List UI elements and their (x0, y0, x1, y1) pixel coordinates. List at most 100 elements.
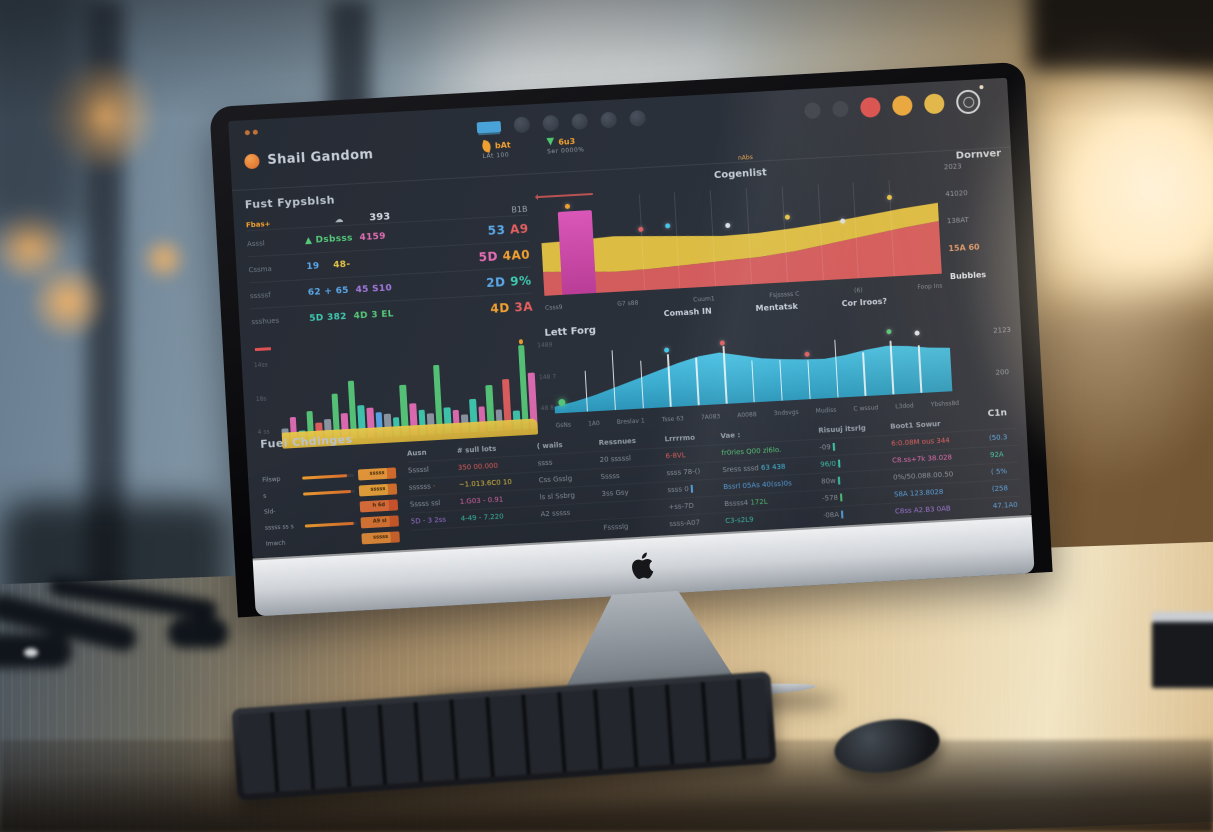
table-cell: ( 5% (991, 466, 1023, 476)
table-cell: (258 (992, 483, 1024, 493)
toolbar-icon-2[interactable] (542, 114, 560, 132)
table-cell: 4-49 - 7.220 (461, 510, 541, 522)
table-cell: ssss (537, 456, 600, 468)
badge-row-label: sssss ss s (264, 522, 294, 532)
orange-badge[interactable]: sssss (361, 530, 400, 544)
cloud-icon: ☁ (334, 214, 344, 225)
toolbar-icon-4[interactable] (600, 111, 618, 129)
axis-tick: C wssud (853, 404, 879, 413)
table-cell: C8ss A2.B3 0AB (895, 502, 993, 516)
text-segment: Bssrl 05As 40(ss)0s (723, 479, 792, 492)
table-cell: C8.ss+7k 38.028 (892, 451, 990, 464)
stats-rows: Asssl ▲ Dsbsss 4159 53 A9 Cssma 19 48- 5D 4A0… (246, 214, 534, 335)
kpi-widgets: bAt LAt 100 ▼ 6u3 Ser 0000% (480, 135, 585, 160)
orange-badge[interactable]: A9 si (360, 514, 400, 528)
stats-tag: Fbas+ (245, 219, 271, 229)
text-segment: Css Gsslg (538, 474, 573, 485)
text-segment: ▍ (840, 493, 846, 502)
table-cell: Sssss ssl (410, 498, 460, 509)
text-segment: Bssss4 (724, 498, 751, 509)
badge-row-label: Imwch (265, 539, 286, 548)
badge-row-label: Sld- (263, 507, 276, 516)
axis-tick: Fsjsssss C (769, 290, 800, 300)
table-cell: ssss 78-() (666, 466, 722, 477)
app-logo-icon[interactable] (244, 153, 260, 170)
axis-tick: 3ndsvgs (773, 408, 799, 418)
chart-tab[interactable]: Comash IN (663, 306, 712, 319)
table-cell: 3ss Gsy (601, 486, 667, 498)
axis-tick: 2023 (943, 162, 962, 172)
text-segment: 9% (509, 273, 532, 289)
text-segment: 3ss Gsy (601, 488, 629, 498)
text-segment: 48- (319, 259, 351, 271)
table-header[interactable]: C1n (987, 408, 1008, 420)
right-axis-labels: 2123 200 (993, 326, 1014, 377)
window-dot[interactable] (923, 93, 945, 115)
window-dot[interactable] (859, 96, 881, 118)
text-segment: 20 sssssl (599, 454, 632, 465)
axis-tick: Ybshss8d (930, 399, 960, 409)
toolbar-icon-5[interactable] (629, 109, 647, 127)
text-segment: Sssss (600, 471, 620, 481)
text-segment: 96/0 (820, 459, 839, 469)
kpi-value: bAt (494, 140, 511, 151)
dashboard-screen: Shail Gandom b (228, 77, 1032, 559)
magenta-bar (557, 210, 597, 295)
table-cell: Fsssslg (603, 520, 669, 532)
table-header[interactable]: # sull lots (456, 444, 497, 455)
text-segment: 4159 (352, 231, 387, 243)
text-segment: 19 (306, 260, 320, 272)
text-segment: ssssss (408, 482, 431, 492)
bar-chart-y-labels: 14ss 18s 4 ss (254, 361, 272, 436)
progress-bar (304, 521, 357, 528)
table-cell: Bssss4 172L (724, 495, 822, 508)
text-segment: 45 S10 (348, 282, 393, 296)
table-cell: ls sl Ssbrg (539, 490, 601, 501)
axis-tick: Foop Ins (917, 282, 943, 292)
small-desk-object (24, 648, 38, 657)
text-segment: ssss (537, 458, 553, 468)
text-segment: 6-8VL (665, 451, 686, 461)
axis-tick: L3dod (895, 402, 914, 411)
text-segment: ~1.013.6C0 10 (458, 477, 513, 489)
axis-tick: Tsse 63 (661, 415, 685, 424)
window-dot[interactable] (804, 102, 821, 120)
kpi-leaf: bAt LAt 100 (480, 139, 512, 160)
chart-tab[interactable]: Mentatsk (755, 301, 799, 314)
table-cell (603, 507, 669, 511)
table-cell: -578 ▍ (822, 491, 894, 502)
chart-tab[interactable]: Cor Iroos? (841, 296, 888, 309)
table-header[interactable]: Lrrrrmo (664, 433, 696, 444)
table-header[interactable]: ( wails (536, 441, 563, 451)
orange-badge[interactable]: sssss (357, 466, 397, 481)
table-cell: +ss-7D (668, 500, 724, 511)
table-header[interactable]: Risuuj itsrlg (818, 424, 867, 435)
badge-icon[interactable] (476, 120, 502, 133)
toolbar-icon-1[interactable] (513, 116, 531, 134)
table-cell: 20 sssssl (599, 452, 665, 464)
table-header[interactable]: Ressnues (598, 436, 637, 448)
table-header[interactable]: Vae : (720, 431, 741, 441)
text-segment: S8A 123.8028 (893, 487, 944, 499)
axis-tick: 14ss (253, 361, 268, 370)
axis-tick-highlight: 15A 60 (948, 242, 980, 254)
table-header[interactable]: Boot1 Sowur (890, 419, 941, 431)
chart-label: Lett Forg (544, 325, 597, 339)
ring-icon[interactable] (955, 89, 981, 115)
text-segment: A9 (509, 221, 529, 237)
chart-title: Cogenlist (713, 167, 768, 182)
window-controls (804, 89, 981, 123)
window-dot[interactable] (891, 95, 913, 117)
stat-label: ssshues (251, 316, 280, 326)
badge-row-label: Filswp (262, 475, 281, 484)
toolbar-icons (476, 109, 647, 135)
table-header[interactable]: Ausn (406, 448, 427, 458)
text-segment: 3A (513, 299, 534, 315)
table-cell: 80w ▍ (821, 474, 893, 485)
orange-badge[interactable]: sssss (358, 482, 398, 496)
orange-badge[interactable]: h 6d (359, 498, 399, 512)
text-segment: 4D 3 EL (346, 308, 395, 322)
axis-tick: 200 (995, 368, 1010, 377)
toolbar-icon-3[interactable] (571, 113, 589, 131)
window-dot[interactable] (832, 100, 849, 118)
